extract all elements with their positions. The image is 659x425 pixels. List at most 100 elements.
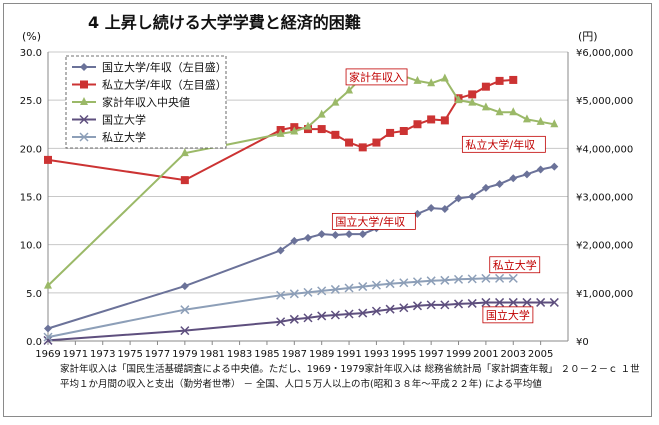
- data-point-series-1: [495, 179, 504, 188]
- data-point-series-2: [372, 138, 381, 147]
- data-point-series-4: [371, 306, 381, 316]
- data-point-series-4: [385, 304, 395, 314]
- data-point-series-2: [331, 130, 340, 139]
- annotation-label: 国立大学/年収: [335, 214, 405, 228]
- data-point-series-1: [440, 205, 449, 214]
- data-point-series-2: [317, 125, 326, 134]
- x-tick-label: 1971: [63, 349, 88, 360]
- y-left-tick-label: 20.0: [20, 144, 42, 155]
- data-point-series-4: [536, 297, 546, 307]
- x-tick-label: 1985: [254, 349, 279, 360]
- y-right-tick-label: ¥0: [576, 337, 589, 348]
- legend-swatch-marker: [80, 80, 88, 89]
- data-point-series-1: [290, 236, 299, 245]
- data-point-series-1: [358, 230, 367, 239]
- data-point-series-5: [289, 289, 299, 299]
- data-point-series-2: [180, 176, 189, 185]
- x-tick-label: 1997: [418, 349, 443, 360]
- x-tick-label: 1973: [90, 349, 115, 360]
- data-point-series-2: [495, 76, 504, 85]
- data-point-series-2: [44, 155, 52, 164]
- x-tick-label: 1987: [282, 349, 307, 360]
- data-point-series-5: [481, 273, 491, 283]
- data-point-series-2: [345, 138, 354, 147]
- data-point-series-1: [345, 230, 354, 239]
- y-right-tick-label: ¥1,000,000: [576, 289, 633, 300]
- y-left-unit: (%): [22, 30, 41, 43]
- data-point-series-1: [276, 246, 285, 255]
- data-point-series-4: [412, 301, 423, 311]
- data-point-series-1: [44, 324, 52, 333]
- x-tick-label: 1999: [446, 349, 471, 360]
- data-point-series-4: [508, 297, 518, 307]
- data-point-series-3: [536, 116, 545, 125]
- data-point-series-5: [495, 273, 505, 283]
- data-point-series-5: [440, 275, 450, 285]
- data-point-series-2: [468, 90, 477, 99]
- data-point-series-2: [440, 116, 449, 125]
- data-point-series-3: [317, 109, 326, 118]
- data-point-series-3: [413, 75, 422, 84]
- data-point-series-5: [385, 279, 395, 289]
- annotation-label: 家計年収入: [349, 70, 404, 84]
- data-point-series-5: [330, 284, 340, 294]
- data-point-series-3: [468, 97, 477, 106]
- y-left-tick-label: 5.0: [26, 289, 42, 300]
- y-right-tick-label: ¥4,000,000: [576, 144, 633, 155]
- data-point-series-3: [44, 280, 52, 289]
- data-point-series-4: [344, 309, 354, 319]
- data-point-series-5: [508, 273, 518, 283]
- annotation-label: 国立大学: [486, 308, 530, 322]
- x-tick-label: 1993: [364, 349, 389, 360]
- data-point-series-3: [440, 73, 449, 82]
- footnote-line-2: 平均１か月間の収入と支出（勤労者世帯） － 全国、人口５万人以上の市(昭和３８年…: [60, 379, 542, 390]
- data-point-series-1: [522, 170, 531, 179]
- data-point-series-5: [358, 282, 368, 292]
- y-left-tick-label: 30.0: [20, 48, 42, 59]
- data-point-series-3: [550, 119, 559, 128]
- data-point-series-4: [453, 299, 464, 309]
- legend-entry-label: 国立大学: [102, 113, 146, 127]
- x-tick-label: 1969: [35, 349, 60, 360]
- data-point-series-4: [303, 313, 313, 323]
- annotation-box: [489, 256, 541, 274]
- data-point-series-3: [509, 107, 518, 116]
- data-point-series-3: [331, 97, 340, 106]
- data-point-series-1: [304, 233, 312, 242]
- annotation-box: [482, 306, 534, 324]
- chart-title: 4 上昇し続ける大学学費と経済的困難: [88, 13, 361, 32]
- data-point-series-1: [481, 183, 490, 192]
- data-point-series-2: [509, 75, 518, 84]
- y-right-unit: (円): [578, 30, 598, 43]
- legend-entry-label: 私立大学/年収（左目盛）: [102, 78, 227, 92]
- data-point-series-5: [180, 305, 190, 315]
- data-point-series-5: [467, 274, 477, 284]
- data-point-series-5: [399, 278, 409, 288]
- x-tick-label: 1995: [391, 349, 416, 360]
- x-tick-label: 1979: [172, 349, 197, 360]
- annotation-box: [461, 135, 546, 153]
- data-point-series-3: [522, 114, 531, 123]
- data-point-series-2: [399, 126, 408, 135]
- annotation-label: 私立大学: [493, 258, 537, 272]
- data-point-series-4: [317, 311, 327, 321]
- x-tick-label: 2003: [501, 349, 526, 360]
- data-point-series-3: [495, 107, 504, 116]
- x-tick-label: 2001: [473, 349, 498, 360]
- x-tick-label: 1983: [227, 349, 252, 360]
- data-point-series-1: [317, 230, 326, 239]
- data-point-series-1: [454, 194, 463, 203]
- data-point-series-1: [331, 231, 340, 240]
- data-point-series-2: [358, 143, 367, 152]
- legend-swatch-marker: [79, 132, 89, 142]
- data-point-series-5: [344, 283, 354, 293]
- y-right-tick-label: ¥5,000,000: [576, 96, 633, 107]
- legend-entry-label: 国立大学/年収（左目盛）: [102, 60, 227, 74]
- legend-swatch-marker: [80, 63, 88, 71]
- data-point-series-4: [426, 300, 436, 310]
- data-point-series-5: [317, 286, 327, 296]
- x-tick-label: 2005: [528, 349, 553, 360]
- data-point-series-4: [399, 303, 409, 313]
- data-point-series-4: [467, 298, 477, 308]
- data-point-series-1: [509, 174, 518, 183]
